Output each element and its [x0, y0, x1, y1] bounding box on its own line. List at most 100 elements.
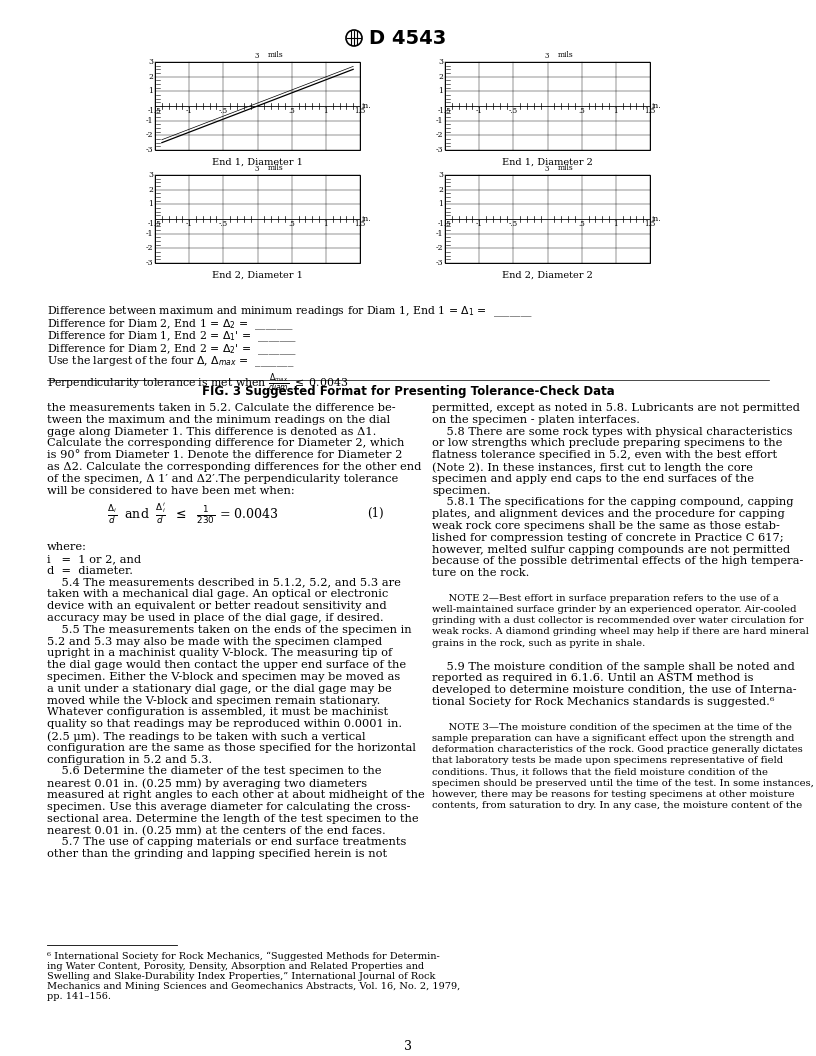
Text: moved while the V-block and specimen remain stationary.: moved while the V-block and specimen rem…: [47, 696, 380, 705]
Text: of the specimen, Δ 1′ and Δ2′.The perpendicularity tolerance: of the specimen, Δ 1′ and Δ2′.The perpen…: [47, 474, 398, 484]
Text: Perpendicularity tolerance is met when $\frac{\Delta_{max}}{diam}$ $\leq$ 0.0043: Perpendicularity tolerance is met when $…: [47, 372, 348, 394]
Text: -.5: -.5: [219, 107, 228, 115]
Text: -2: -2: [145, 244, 153, 252]
Text: Whatever configuration is assembled, it must be machinist: Whatever configuration is assembled, it …: [47, 708, 388, 717]
Text: 3: 3: [148, 171, 153, 180]
Text: mils: mils: [268, 51, 283, 59]
Text: -2: -2: [145, 131, 153, 139]
Text: Difference for Diam 2, End 2 = $\Delta_2$' =  _______: Difference for Diam 2, End 2 = $\Delta_2…: [47, 342, 297, 357]
Text: Swelling and Slake-Durability Index Properties,” International Journal of Rock: Swelling and Slake-Durability Index Prop…: [47, 972, 436, 981]
Text: however, there may be reasons for testing specimens at other moisture: however, there may be reasons for testin…: [432, 790, 795, 799]
Text: the measurements taken in 5.2. Calculate the difference be-: the measurements taken in 5.2. Calculate…: [47, 403, 396, 413]
Text: -.5: -.5: [219, 220, 228, 228]
Text: 1: 1: [149, 88, 153, 95]
Text: 3: 3: [148, 58, 153, 65]
Text: $\frac{\Delta_i}{d}$  and  $\frac{\Delta_i'}{d}$  $\leq$  $\frac{1}{230}$ = 0.00: $\frac{\Delta_i}{d}$ and $\frac{\Delta_i…: [107, 501, 278, 526]
Text: -1.5: -1.5: [438, 220, 452, 228]
Text: 5.9 The moisture condition of the sample shall be noted and: 5.9 The moisture condition of the sample…: [432, 662, 795, 672]
Text: as Δ2. Calculate the corresponding differences for the other end: as Δ2. Calculate the corresponding diffe…: [47, 463, 421, 472]
Text: 2: 2: [149, 73, 153, 80]
Text: in.: in.: [362, 215, 371, 223]
Text: 5.4 The measurements described in 5.1.2, 5.2, and 5.3 are: 5.4 The measurements described in 5.1.2,…: [47, 578, 401, 587]
Text: Difference for Diam 2, End 1 = $\Delta_2$ =  _______: Difference for Diam 2, End 1 = $\Delta_2…: [47, 318, 295, 332]
Text: -1: -1: [476, 220, 482, 228]
Text: 3: 3: [255, 52, 259, 60]
Text: in.: in.: [362, 102, 371, 110]
Text: 5.5 The measurements taken on the ends of the specimen in: 5.5 The measurements taken on the ends o…: [47, 625, 411, 635]
Text: however, melted sulfur capping compounds are not permitted: however, melted sulfur capping compounds…: [432, 545, 790, 554]
Text: sectional area. Determine the length of the test specimen to the: sectional area. Determine the length of …: [47, 813, 419, 824]
Text: ing Water Content, Porosity, Density, Absorption and Related Properties and: ing Water Content, Porosity, Density, Ab…: [47, 962, 424, 972]
Text: (1): (1): [367, 507, 384, 520]
Text: grinding with a dust collector is recommended over water circulation for: grinding with a dust collector is recomm…: [432, 617, 804, 625]
Bar: [445, 175, 650, 263]
Text: -1: -1: [476, 107, 482, 115]
Text: 1: 1: [324, 107, 328, 115]
Text: -3: -3: [145, 259, 153, 267]
Text: other than the grinding and lapping specified herein is not: other than the grinding and lapping spec…: [47, 849, 387, 859]
Text: 1.5: 1.5: [645, 220, 655, 228]
Text: 1: 1: [614, 107, 618, 115]
Text: .5: .5: [288, 220, 295, 228]
Text: upright in a machinist quality V-block. The measuring tip of: upright in a machinist quality V-block. …: [47, 648, 392, 659]
Text: Difference between maximum and minimum readings for Diam 1, End 1 = $\Delta_1$ =: Difference between maximum and minimum r…: [47, 305, 533, 319]
Text: specimen should be preserved until the time of the test. In some instances,: specimen should be preserved until the t…: [432, 778, 814, 788]
Text: -3: -3: [436, 259, 443, 267]
Text: 3: 3: [438, 171, 443, 180]
Text: 1.5: 1.5: [645, 107, 655, 115]
Text: that laboratory tests be made upon specimens representative of field: that laboratory tests be made upon speci…: [432, 756, 783, 766]
Text: -.5: -.5: [508, 107, 518, 115]
Text: configuration in 5.2 and 5.3.: configuration in 5.2 and 5.3.: [47, 755, 212, 765]
Text: tween the maximum and the minimum readings on the dial: tween the maximum and the minimum readin…: [47, 415, 390, 425]
Text: Mechanics and Mining Sciences and Geomechanics Abstracts, Vol. 16, No. 2, 1979,: Mechanics and Mining Sciences and Geomec…: [47, 982, 460, 991]
Text: grains in the rock, such as pyrite in shale.: grains in the rock, such as pyrite in sh…: [432, 639, 645, 647]
Text: 5.8.1 The specifications for the capping compound, capping: 5.8.1 The specifications for the capping…: [432, 497, 793, 507]
Text: 5.7 The use of capping materials or end surface treatments: 5.7 The use of capping materials or end …: [47, 837, 406, 847]
Text: 1: 1: [324, 220, 328, 228]
Text: contents, from saturation to dry. In any case, the moisture content of the: contents, from saturation to dry. In any…: [432, 802, 802, 810]
Text: NOTE 2—Best effort in surface preparation refers to the use of a: NOTE 2—Best effort in surface preparatio…: [436, 593, 779, 603]
Text: 2: 2: [438, 186, 443, 193]
Text: configuration are the same as those specified for the horizontal: configuration are the same as those spec…: [47, 742, 416, 753]
Text: -1.5: -1.5: [438, 107, 452, 115]
Text: -1: -1: [186, 220, 193, 228]
Text: ture on the rock.: ture on the rock.: [432, 568, 530, 579]
Text: -2: -2: [436, 244, 443, 252]
Text: flatness tolerance specified in 5.2, even with the best effort: flatness tolerance specified in 5.2, eve…: [432, 450, 777, 460]
Text: -1: -1: [436, 229, 443, 238]
Text: End 1, Diameter 2: End 1, Diameter 2: [502, 158, 593, 167]
Text: -1: -1: [145, 116, 153, 125]
Text: 5.6 Determine the diameter of the test specimen to the: 5.6 Determine the diameter of the test s…: [47, 767, 382, 776]
Text: 3: 3: [544, 52, 548, 60]
Text: weak rocks. A diamond grinding wheel may help if there are hard mineral: weak rocks. A diamond grinding wheel may…: [432, 627, 809, 637]
Text: D 4543: D 4543: [369, 29, 446, 48]
Text: -1.5: -1.5: [149, 107, 162, 115]
Text: tional Society for Rock Mechanics standards is suggested.⁶: tional Society for Rock Mechanics standa…: [432, 697, 774, 708]
Text: (Note 2). In these instances, first cut to length the core: (Note 2). In these instances, first cut …: [432, 463, 753, 473]
Text: the dial gage would then contact the upper end surface of the: the dial gage would then contact the upp…: [47, 660, 406, 671]
Text: is 90° from Diameter 1. Denote the difference for Diameter 2: is 90° from Diameter 1. Denote the diffe…: [47, 450, 402, 460]
Text: End 1, Diameter 1: End 1, Diameter 1: [212, 158, 303, 167]
Text: 1: 1: [614, 220, 618, 228]
Text: reported as required in 6.1.6. Until an ASTM method is: reported as required in 6.1.6. Until an …: [432, 674, 753, 683]
Text: specimen. Either the V-block and specimen may be moved as: specimen. Either the V-block and specime…: [47, 672, 401, 682]
Text: (2.5 μm). The readings to be taken with such a vertical: (2.5 μm). The readings to be taken with …: [47, 731, 366, 741]
Text: 2: 2: [438, 73, 443, 80]
Text: specimen.: specimen.: [432, 486, 490, 495]
Text: nearest 0.01 in. (0.25 mm) by averaging two diameters: nearest 0.01 in. (0.25 mm) by averaging …: [47, 778, 367, 789]
Text: mils: mils: [558, 164, 574, 172]
Text: -1: -1: [186, 107, 193, 115]
Text: lished for compression testing of concrete in Practice C 617;: lished for compression testing of concre…: [432, 533, 783, 543]
Text: in.: in.: [652, 215, 662, 223]
Text: plates, and alignment devices and the procedure for capping: plates, and alignment devices and the pr…: [432, 509, 785, 520]
Text: specimen. Use this average diameter for calculating the cross-: specimen. Use this average diameter for …: [47, 802, 410, 812]
Text: measured at right angles to each other at about midheight of the: measured at right angles to each other a…: [47, 790, 425, 800]
Text: 2: 2: [149, 186, 153, 193]
Text: sample preparation can have a significant effect upon the strength and: sample preparation can have a significan…: [432, 734, 794, 742]
Text: weak rock core specimens shall be the same as those estab-: weak rock core specimens shall be the sa…: [432, 521, 780, 531]
Text: 3: 3: [438, 58, 443, 65]
Text: device with an equivalent or better readout sensitivity and: device with an equivalent or better read…: [47, 601, 387, 611]
Text: d  =  diameter.: d = diameter.: [47, 566, 133, 576]
Text: because of the possible detrimental effects of the high tempera-: because of the possible detrimental effe…: [432, 557, 804, 566]
Text: 3: 3: [255, 165, 259, 173]
